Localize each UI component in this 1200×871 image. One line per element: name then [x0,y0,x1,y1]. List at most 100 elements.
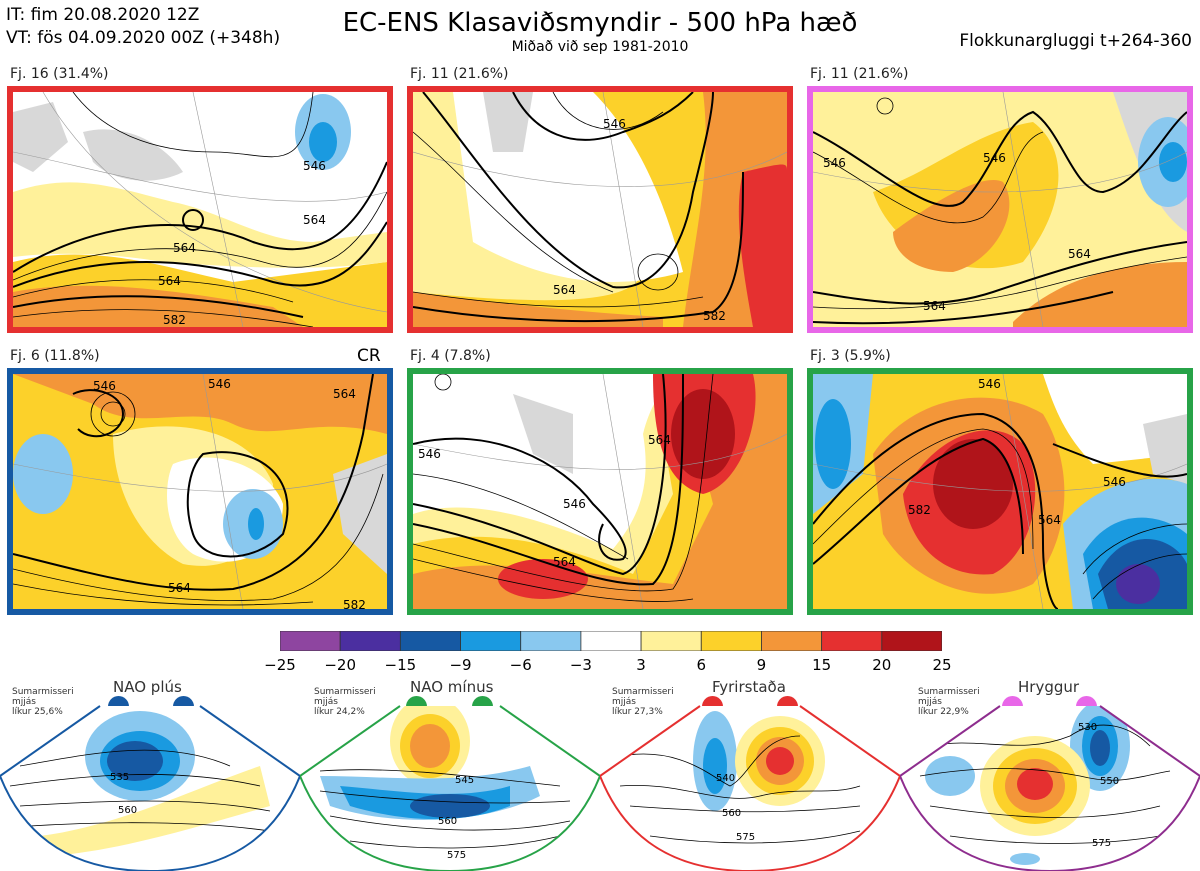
anomaly-map: 546 546 564 564 [413,374,787,609]
contour-label: 582 [703,309,726,323]
contour-label: 582 [163,313,186,327]
contour-label: 546 [978,377,1001,391]
contour-label: 546 [983,151,1006,165]
contour-label: 564 [333,387,356,401]
contour-label: 546 [563,497,586,511]
panel-6-label: Fj. 3 (5.9%) [810,348,891,364]
colorbar-swatch [520,630,582,652]
regime-blocking: Sumarmisseri mjjás líkur 27,3% Fyrirstað… [600,676,900,871]
regime-season: Sumarmisseri [612,687,674,697]
regime-title: Fyrirstaða [712,678,786,696]
panel-4-label: Fj. 6 (11.8%) [10,348,100,364]
regime-mean: mjjás [314,697,338,707]
regime-ridge: Sumarmisseri mjjás líkur 22,9% Hryggur 5… [900,676,1200,871]
contour-label: 564 [553,283,576,297]
contour-label: 530 [1078,722,1097,733]
contour-label: 564 [553,555,576,569]
regime-mean: mjjás [612,697,636,707]
regime-season: Sumarmisseri [12,687,74,697]
cluster-map-panel: 546 546 564 564 582 [7,368,393,615]
anomaly-map: 564 564 582 546 564 [13,92,387,327]
header-times: IT: fim 20.08.2020 12Z VT: fös 04.09.202… [6,4,280,50]
contour-label: 564 [158,274,181,288]
contour-label: 564 [303,213,326,227]
contour-label: 546 [823,156,846,170]
cluster-map-panel: 546 546 564 564 [407,368,793,615]
contour-label: 546 [603,117,626,131]
colorbar-tick-label: 20 [872,656,892,674]
regime-fan-map: 535 560 [0,705,300,871]
contour-label: 582 [908,503,931,517]
colorbar-swatch [460,630,522,652]
colorbar-tick-label: 6 [696,656,707,674]
cluster-map-panel: 564 564 582 546 564 [7,86,393,333]
contour-label: 545 [455,775,474,786]
regime-fan-map: 545 560 575 [300,705,600,871]
colorbar-tick-label: −3 [569,656,592,674]
contour-label: 546 [418,447,441,461]
contour-label: 582 [343,598,366,609]
regime-fan-map: 540 560 575 [600,705,900,871]
panel-4-tag: CR [357,346,381,366]
issue-time: IT: fim 20.08.2020 12Z [6,5,200,25]
valid-time: VT: fös 04.09.2020 00Z (+348h) [6,28,281,48]
contour-label: 564 [173,241,196,255]
regime-title: NAO plús [113,678,182,696]
regime-nao-plus: Sumarmisseri mjjás líkur 25,6% NAO plús … [0,676,300,871]
colorbar-swatch [761,630,823,652]
contour-label: 560 [118,805,137,816]
panel-3-label: Fj. 11 (21.6%) [810,66,909,82]
page-title: EC-ENS Klasaviðsmyndir - 500 hPa hæð [342,8,858,38]
colorbar-tick-label: −20 [324,656,356,674]
contour-label: 560 [722,808,741,819]
colorbar-swatch [279,630,341,652]
panel-2-label: Fj. 11 (21.6%) [410,66,509,82]
regime-title: NAO mínus [410,678,494,696]
regime-fan-map: 530 550 575 [900,705,1200,871]
colorbar-swatch [580,630,642,652]
contour-label: 575 [1092,838,1111,849]
regime-probability: líkur 27,3% [612,707,663,717]
colorbar-tick-label: −9 [449,656,472,674]
colorbar-swatches [279,630,943,652]
cluster-map-panel: 564 546 582 [407,86,793,333]
colorbar-tick-label: −25 [264,656,296,674]
colorbar-tick-label: 9 [756,656,767,674]
contour-label: 540 [716,773,735,784]
colorbar-tick-label: 3 [636,656,646,674]
colorbar-tick-label: 25 [932,656,952,674]
colorbar-tick-label: −6 [509,656,532,674]
colorbar-swatch [700,630,762,652]
regime-season: Sumarmisseri [314,687,376,697]
anomaly-map: 564 546 582 [413,92,787,327]
contour-label: 564 [923,299,946,313]
regime-probability: líkur 24,2% [314,707,365,717]
panel-5-label: Fj. 4 (7.8%) [410,348,491,364]
contour-label: 550 [1100,776,1119,787]
colorbar-swatch [399,630,461,652]
regime-title: Hryggur [1018,678,1080,696]
regime-mean: mjjás [918,697,942,707]
anomaly-map: 546 546 582 564 [813,374,1187,609]
classification-window: Flokkunargluggi t+264-360 [959,31,1192,51]
contour-label: 546 [93,379,116,393]
contour-label: 575 [736,832,755,843]
contour-label: 564 [168,581,191,595]
contour-label: 564 [648,433,671,447]
anomaly-map: 546 546 564 564 582 [13,374,387,609]
panel-1-label: Fj. 16 (31.4%) [10,66,109,82]
contour-label: 575 [447,850,466,861]
contour-label: 564 [1068,247,1091,261]
contour-label: 546 [1103,475,1126,489]
contour-label: 535 [110,772,129,783]
contour-label: 564 [1038,513,1061,527]
regime-mean: mjjás [12,697,36,707]
colorbar-swatch [881,630,943,652]
anomaly-map: 546 546 564 564 [813,92,1187,327]
page-subtitle: Miðað við sep 1981-2010 [511,39,689,55]
cluster-map-panel: 546 546 564 564 [807,86,1193,333]
contour-label: 560 [438,816,457,827]
regime-probability: líkur 22,9% [918,707,969,717]
colorbar-swatch [339,630,401,652]
contour-label: 546 [303,159,326,173]
